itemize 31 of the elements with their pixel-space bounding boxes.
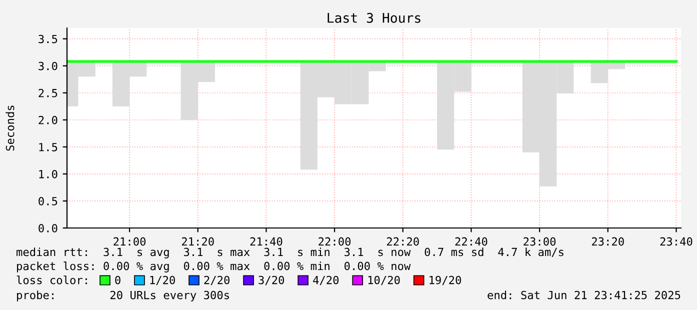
y-axis-title: Seconds xyxy=(6,106,14,151)
x-tick-label: 22:00 xyxy=(318,237,351,246)
chart-title: Last 3 Hours xyxy=(328,12,420,23)
category-label: 4/20 xyxy=(313,276,339,286)
x-tick-label: 21:40 xyxy=(250,237,282,246)
text: loss color: xyxy=(16,276,87,284)
y-tick-label: 0.5 xyxy=(38,196,58,206)
x-tick-label: 23:40 xyxy=(660,237,692,246)
category-label: 19/20 xyxy=(430,276,461,286)
category-label: 0 xyxy=(115,276,120,284)
text: packet loss: 0.00 % avg 0.00 % max 0.00 % min 0.00 % now xyxy=(17,262,411,272)
y-tick-label: 1.5 xyxy=(39,143,58,152)
text: end: Sat Jun 21 23:41:25 2025 xyxy=(488,290,680,300)
x-tick-label: 23:20 xyxy=(592,237,624,246)
y-tick-label: 2.0 xyxy=(38,116,58,124)
x-tick-label: 22:40 xyxy=(455,237,488,246)
y-tick-label: 3.5 xyxy=(38,34,58,44)
y-tick-label: 2.5 xyxy=(38,88,58,98)
text: probe: 20 URLs every 300s xyxy=(17,290,229,302)
y-tick-label: 1.0 xyxy=(39,170,58,178)
category-label: 2/20 xyxy=(204,276,230,286)
x-tick-label: 22:20 xyxy=(386,237,419,246)
category-label: 1/20 xyxy=(150,276,175,286)
category-label: 10/20 xyxy=(368,276,400,286)
y-tick-label: 3.0 xyxy=(38,62,58,70)
y-tick-label: 0.0 xyxy=(38,224,58,232)
category-label: 3/20 xyxy=(258,276,284,286)
x-tick-label: 23:00 xyxy=(524,237,556,246)
x-tick-label: 21:00 xyxy=(114,237,146,246)
x-tick-label: 21:20 xyxy=(182,237,214,246)
text: median rtt: 3.1 s avg 3.1 s max 3.1 s min 3.1 s now 0.7 ms sd 4.7 k am/s xyxy=(16,248,564,258)
